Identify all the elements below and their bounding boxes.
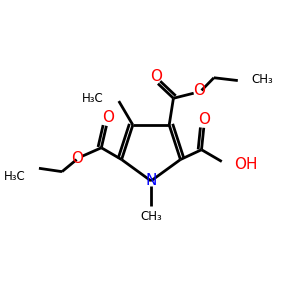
Text: O: O (193, 83, 205, 98)
Text: O: O (198, 112, 210, 128)
Text: H₃C: H₃C (4, 169, 26, 183)
Text: CH₃: CH₃ (140, 210, 162, 224)
Text: H₃C: H₃C (82, 92, 103, 105)
Text: CH₃: CH₃ (251, 73, 273, 86)
Text: O: O (151, 69, 163, 84)
Text: N: N (145, 173, 157, 188)
Text: OH: OH (234, 157, 257, 172)
Text: O: O (71, 152, 83, 166)
Text: O: O (102, 110, 114, 125)
